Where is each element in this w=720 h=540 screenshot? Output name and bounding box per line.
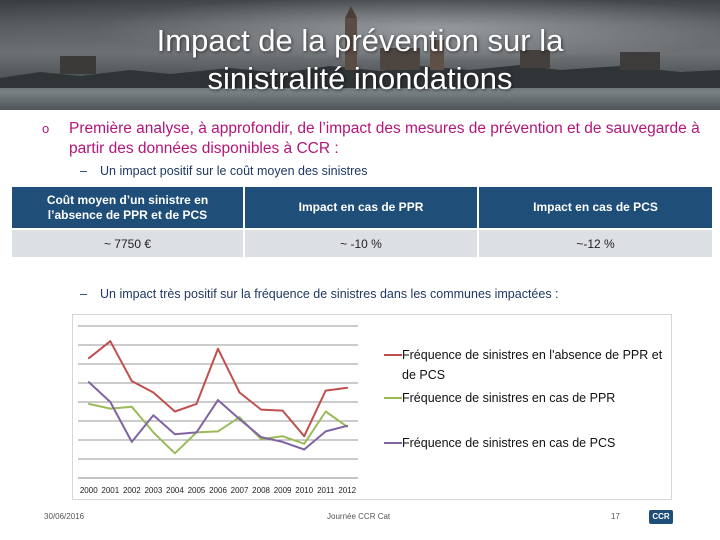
cost-table: Coût moyen d’un sinistre en l’absence de… [12, 187, 712, 257]
sub-bullet-cost: – Un impact positif sur le coût moyen de… [80, 163, 680, 179]
legend-label: Fréquence de sinistres en cas de PCS [402, 436, 616, 450]
table-header-cell: Impact en cas de PPR [244, 187, 479, 229]
legend-swatch [384, 397, 402, 399]
sub-bullet-frequency: – Un impact très positif sur la fréquenc… [80, 286, 700, 302]
legend-item: Fréquence de sinistres en cas de PPR [384, 388, 674, 408]
town-silhouette-image [0, 6, 720, 88]
legend-item: Fréquence de sinistres en l'absence de P… [384, 345, 674, 385]
main-bullet: o Première analyse, à approfondir, de l’… [42, 119, 714, 159]
table-header-cell: Coût moyen d’un sinistre en l’absence de… [12, 187, 245, 229]
footer-event: Journée CCR Cat [327, 512, 391, 521]
ccr-logo: CCR [649, 510, 673, 524]
header-banner: Impact de la prévention sur la sinistral… [0, 0, 720, 110]
dash-marker: – [80, 164, 87, 178]
slide-title: Impact de la prévention sur la sinistral… [156, 23, 564, 96]
sub-bullet-cost-text: Un impact positif sur le coût moyen des … [100, 164, 368, 178]
dash-marker: – [80, 287, 87, 301]
table-cell: ~ -10 % [244, 228, 479, 257]
table-cell: ~ 7750 € [12, 228, 245, 257]
table-header-row: Coût moyen d’un sinistre en l’absence de… [12, 187, 712, 229]
legend-label: Fréquence de sinistres en l'absence de P… [402, 348, 663, 382]
table-cell: ~-12 % [478, 228, 712, 257]
table-header-cell: Impact en cas de PCS [478, 187, 712, 229]
legend-swatch [384, 442, 402, 444]
bullet-marker: o [42, 121, 50, 136]
sub-bullet-frequency-text: Un impact très positif sur la fréquence … [100, 287, 559, 301]
main-bullet-text: Première analyse, à approfondir, de l’im… [69, 120, 700, 157]
legend-label: Fréquence de sinistres en cas de PPR [402, 391, 616, 405]
table-row: ~ 7750 € ~ -10 % ~-12 % [12, 228, 712, 257]
legend-item: Fréquence de sinistres en cas de PCS [384, 433, 674, 453]
footer-page-number: 17 [611, 512, 620, 521]
footer-date: 30/06/2016 [44, 512, 85, 521]
sky-background [0, 0, 720, 70]
legend-swatch [384, 354, 402, 356]
